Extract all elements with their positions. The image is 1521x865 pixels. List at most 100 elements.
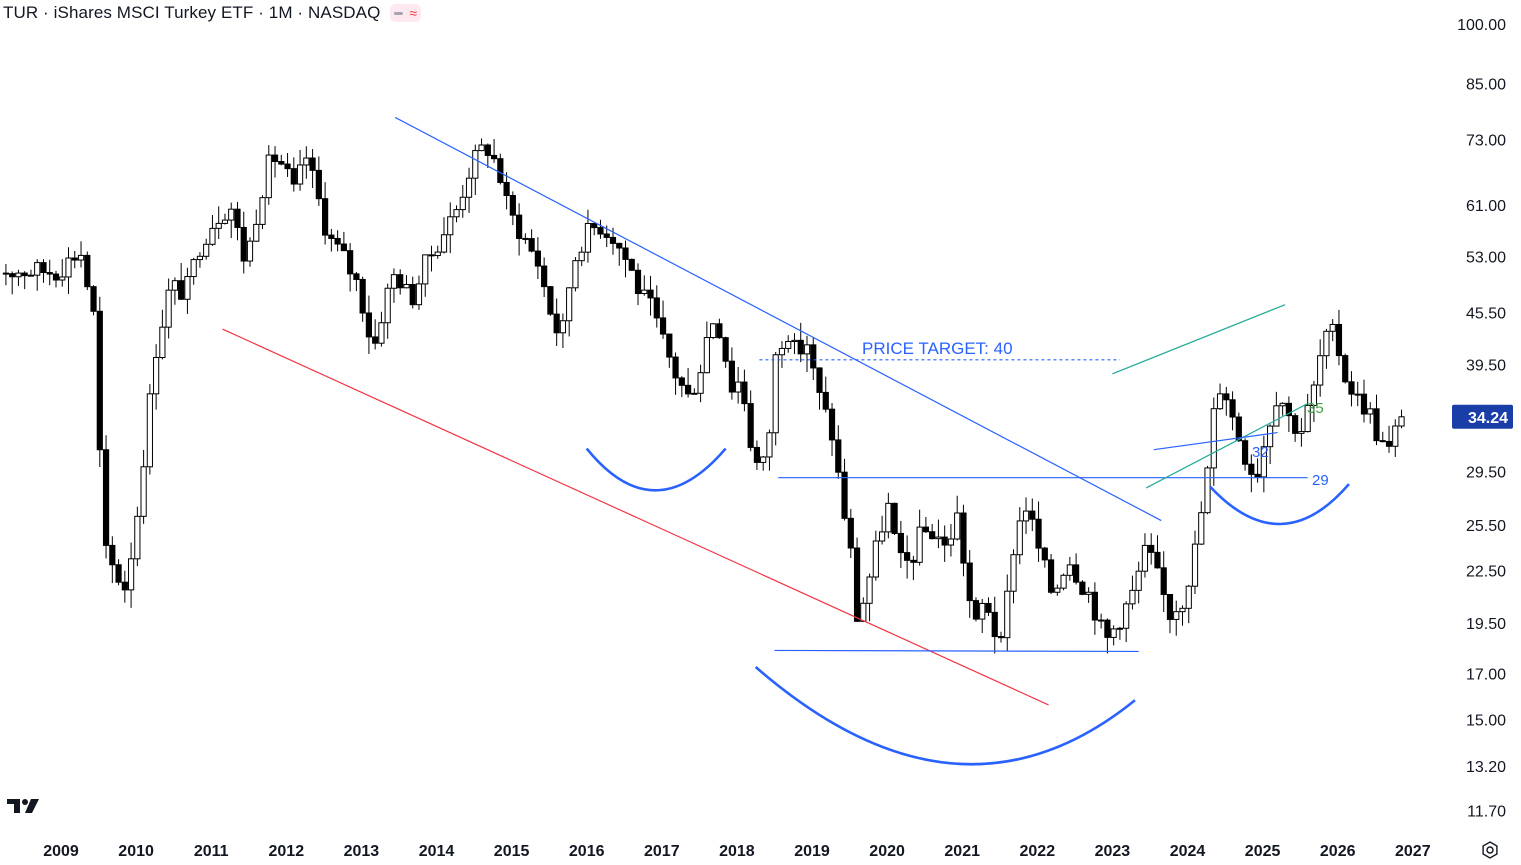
candle-body <box>215 222 222 229</box>
symbol-title[interactable]: TUR · iShares MSCI Turkey ETF · 1M · NAS… <box>3 3 381 22</box>
candle-body <box>59 276 66 281</box>
candle <box>885 492 892 539</box>
candle-body <box>747 403 754 448</box>
candle-body <box>1135 570 1142 591</box>
price-tick-label: 22.50 <box>1466 564 1506 581</box>
candle-body <box>772 354 779 434</box>
candle-body <box>9 273 16 278</box>
candle-body <box>735 381 742 393</box>
candle <box>1179 605 1186 626</box>
candle-body <box>1216 393 1224 410</box>
candle <box>772 351 779 446</box>
candle-body <box>359 278 366 314</box>
candle-body <box>628 258 635 271</box>
legend-indicator-pill[interactable]: ≈ <box>390 4 422 22</box>
candle-body <box>603 233 610 238</box>
candle <box>253 209 260 242</box>
candle <box>710 323 717 340</box>
candle <box>1229 391 1236 431</box>
price-tick-label: 85.00 <box>1466 77 1506 94</box>
candle <box>597 219 604 239</box>
candle <box>1185 584 1192 624</box>
time-axis[interactable]: 2009 2010 2011 2012 2013 2014 2015 2016 2017 2018… <box>43 843 1430 860</box>
candle-body <box>165 289 172 328</box>
candle <box>753 440 761 471</box>
neckline-32 <box>1153 431 1278 451</box>
candle-body <box>1385 440 1393 447</box>
approx-wave-icon[interactable]: ≈ <box>409 5 418 21</box>
candle <box>735 366 742 404</box>
candle-body <box>1298 431 1305 434</box>
candle-body <box>1185 585 1192 609</box>
candle <box>1141 533 1149 578</box>
candle <box>1016 507 1023 565</box>
minus-icon[interactable] <box>394 11 404 15</box>
price-tick-label: 73.00 <box>1466 132 1506 149</box>
time-tick-label: 2014 <box>419 843 455 860</box>
candle-body <box>1079 581 1086 595</box>
candle <box>1010 549 1017 604</box>
candle-body <box>1204 467 1211 514</box>
candle <box>1285 396 1292 432</box>
candle <box>65 247 72 294</box>
candle-body <box>597 227 604 235</box>
tradingview-logo-icon[interactable] <box>7 795 45 820</box>
price-axis[interactable]: 100.00 85.00 73.00 61.00 53.00 45.50 39.50 29.5… <box>1452 17 1513 820</box>
candle-body <box>159 326 166 359</box>
candle-body <box>1004 590 1011 639</box>
candle <box>1085 587 1092 603</box>
candle <box>922 516 930 534</box>
support-trend-line <box>222 328 1049 706</box>
candle <box>722 336 729 368</box>
candle-body <box>935 536 942 540</box>
candle-body <box>810 344 817 369</box>
candle-body <box>372 336 379 344</box>
candle <box>1160 551 1167 613</box>
candle <box>541 257 548 298</box>
candle-body <box>134 515 141 560</box>
candle-body <box>1229 399 1236 418</box>
candle-body <box>728 360 735 393</box>
label-29: 29 <box>1312 472 1329 489</box>
symbol-legend[interactable]: TUR · iShares MSCI Turkey ETF · 1M · NAS… <box>3 3 422 23</box>
candle <box>209 215 216 246</box>
candle-body <box>710 323 717 339</box>
candle <box>1166 593 1174 634</box>
candle <box>1292 413 1299 442</box>
candle-body <box>1123 603 1130 629</box>
time-tick-label: 2009 <box>43 843 79 860</box>
candle-body <box>1129 589 1136 605</box>
candle-body <box>52 273 60 281</box>
settings-gear-icon[interactable] <box>1480 840 1500 860</box>
candle-body <box>910 559 917 563</box>
time-tick-label: 2019 <box>794 843 830 860</box>
candle-body <box>1310 384 1318 406</box>
candle-body <box>1029 510 1036 520</box>
candle <box>1116 626 1124 640</box>
candle <box>46 259 53 286</box>
candle-body <box>378 322 385 344</box>
candle <box>534 237 541 279</box>
candle <box>397 269 404 295</box>
candle <box>835 425 842 479</box>
candle <box>659 300 667 339</box>
candle-body <box>578 251 585 262</box>
candle-body <box>271 154 279 162</box>
candle-body <box>778 347 786 356</box>
candle <box>115 559 122 586</box>
candle <box>522 233 529 244</box>
candle-body <box>1392 425 1399 447</box>
candle-body <box>1098 619 1105 622</box>
candle-body <box>171 280 179 291</box>
candle <box>196 252 204 268</box>
candle <box>966 550 973 618</box>
candle-body <box>1241 440 1249 465</box>
candle <box>1123 601 1130 643</box>
candle <box>384 283 391 339</box>
candle <box>121 570 128 603</box>
candle <box>622 240 629 278</box>
candle-body <box>904 552 911 561</box>
candle-body <box>972 600 980 620</box>
